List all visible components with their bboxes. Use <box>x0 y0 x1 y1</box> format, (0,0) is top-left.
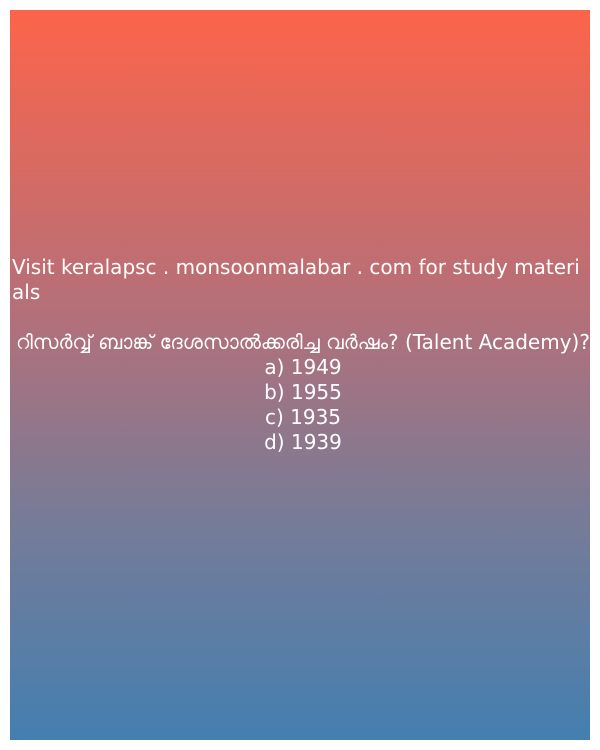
option-a: a) 1949 <box>264 355 342 379</box>
option-c: c) 1935 <box>264 405 342 429</box>
site-promo-text: Visit keralapsc . monsoonmalabar . com f… <box>12 255 580 304</box>
question-card: Visit keralapsc . monsoonmalabar . com f… <box>10 10 590 740</box>
option-b: b) 1955 <box>264 380 342 404</box>
question-block: റിസർവ്വ് ബാങ്ക് ദേശസാൽക്കരിച്ച വർഷം? (Ta… <box>16 330 590 455</box>
option-d: d) 1939 <box>264 430 342 454</box>
question-text: റിസർവ്വ് ബാങ്ക് ദേശസാൽക്കരിച്ച വർഷം? (Ta… <box>16 330 590 354</box>
